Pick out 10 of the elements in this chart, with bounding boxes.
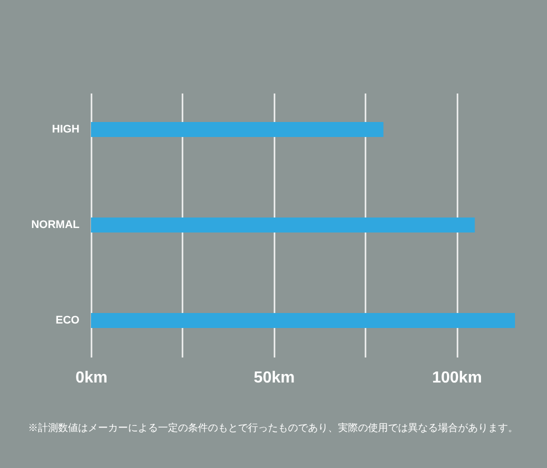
text: ※計測数値はメーカーによる一定の条件のもとで行ったものであり、実際の使用では異なる場合があります。 (28, 422, 518, 434)
bar (91, 312, 515, 328)
bar (91, 122, 384, 138)
y-tick-label: HIGH (52, 124, 80, 136)
y-tick-label: NORMAL (31, 219, 80, 231)
y-tick-label: ECO (56, 314, 80, 326)
x-tick-label: 0km (75, 370, 108, 386)
bar (91, 218, 475, 232)
x-tick-label: 100km (432, 370, 482, 386)
x-tick-label: 50km (254, 370, 295, 386)
